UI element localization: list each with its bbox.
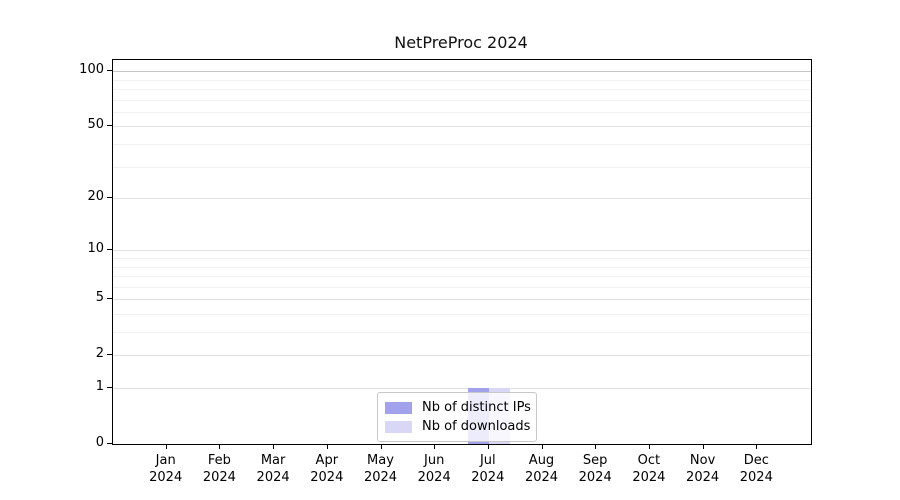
y-tick-label: 0	[95, 435, 104, 450]
y-tick-label: 2	[95, 346, 104, 362]
legend-label-distinct-ips: Nb of distinct IPs	[422, 400, 531, 415]
y-tick-mark	[107, 387, 112, 388]
x-tick-mark	[648, 444, 650, 449]
y-tick-label: 5	[95, 290, 104, 306]
legend-swatch-downloads-icon	[385, 420, 412, 433]
x-tick-label: Dec 2024	[739, 453, 773, 485]
x-tick-label: Aug 2024	[524, 453, 559, 485]
y-tick-mark	[107, 443, 112, 444]
x-tick-label: Apr 2024	[310, 453, 344, 485]
legend-swatch-distinct-ips-icon	[385, 401, 412, 414]
x-tick-mark	[165, 444, 167, 449]
y-tick-label: 50	[87, 117, 104, 133]
x-tick-mark	[595, 444, 597, 449]
x-tick-label: Mar 2024	[256, 453, 290, 485]
x-tick-mark	[541, 444, 543, 449]
legend-label-downloads: Nb of downloads	[422, 419, 531, 434]
gridline-major	[113, 388, 811, 389]
y-tick-label: 1	[95, 379, 104, 394]
y-tick-mark	[107, 298, 112, 300]
y-tick-mark	[107, 197, 112, 199]
x-tick-mark	[326, 444, 328, 449]
gridline-minor	[113, 166, 811, 168]
gridline-minor	[113, 286, 811, 288]
x-tick-label: Sep 2024	[578, 453, 612, 485]
chart-title: NetPreProc 2024	[394, 33, 528, 52]
y-tick-label: 20	[87, 189, 104, 205]
legend-item-downloads: Nb of downloads	[385, 417, 531, 436]
gridline-minor	[113, 276, 811, 277]
gridline-minor	[113, 89, 811, 90]
gridline-minor	[113, 266, 811, 268]
x-tick-mark	[434, 444, 436, 449]
plot-area	[112, 59, 812, 445]
x-tick-mark	[756, 444, 758, 449]
x-tick-mark	[702, 444, 704, 449]
y-tick-mark	[107, 354, 112, 356]
gridline-major	[113, 198, 811, 200]
x-tick-mark	[273, 444, 275, 449]
x-tick-mark	[487, 444, 489, 449]
gridline-minor	[113, 144, 811, 145]
gridline-major	[113, 126, 811, 128]
gridline-minor	[113, 332, 811, 333]
gridline-major	[113, 71, 811, 73]
y-tick-mark	[107, 249, 112, 251]
y-tick-label: 10	[87, 241, 104, 257]
x-tick-label: Jan 2024	[149, 453, 183, 485]
gridline-minor	[113, 258, 811, 259]
y-tick-label: 100	[79, 62, 104, 78]
gridline-minor	[113, 79, 811, 81]
x-tick-label: May 2024	[363, 453, 398, 485]
x-tick-mark	[380, 444, 382, 449]
gridline-minor	[113, 99, 811, 101]
gridline-major	[113, 355, 811, 357]
x-tick-label: Nov 2024	[686, 453, 720, 485]
x-tick-label: Oct 2024	[632, 453, 666, 485]
x-tick-label: Jun 2024	[417, 453, 451, 485]
gridline-major	[113, 299, 811, 301]
x-tick-mark	[219, 444, 221, 449]
gridline-minor	[113, 314, 811, 315]
gridline-major	[113, 250, 811, 252]
x-tick-label: Feb 2024	[202, 453, 236, 485]
gridline-minor	[113, 111, 811, 113]
legend: Nb of distinct IPs Nb of downloads	[377, 392, 537, 442]
x-tick-label: Jul 2024	[471, 453, 505, 485]
legend-item-distinct-ips: Nb of distinct IPs	[385, 398, 531, 417]
y-tick-mark	[107, 125, 112, 127]
y-tick-mark	[107, 70, 112, 72]
